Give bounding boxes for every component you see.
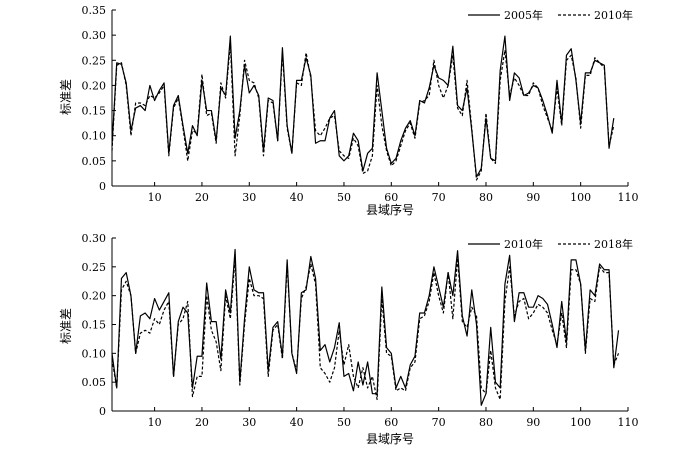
chart-1-x-tick-label: 90: [526, 191, 540, 204]
chart-2-x-tick-label: 50: [337, 416, 351, 429]
chart-2-x-tick-label: 60: [384, 416, 398, 429]
chart-2-xlabel: 县域序号: [366, 431, 414, 446]
chart-2-legend: 2010年 2018年: [468, 237, 633, 251]
chart-2-y-tick-label: 0.30: [82, 232, 107, 245]
chart-1-y-tick-label: 0.10: [82, 130, 107, 143]
chart-2-y-tick-label: 0.20: [82, 290, 107, 303]
chart-2-x-tick-label: 40: [290, 416, 304, 429]
chart-1-xlabel: 县域序号: [366, 202, 414, 217]
chart-1-legend: 2005年 2010年: [468, 8, 633, 22]
chart-2-y-tick-label: 0.25: [82, 261, 107, 274]
chart-1-y-tick-label: 0.15: [82, 105, 107, 118]
chart-1-y-tick-label: 0.30: [82, 29, 107, 42]
chart-1-legend-label-2010: 2010年: [594, 8, 633, 22]
chart-2-x-tick-label: 90: [526, 416, 540, 429]
chart-1-x-tick-label: 70: [432, 191, 446, 204]
chart-1-y-tick-label: 0: [99, 180, 106, 193]
chart-1-x-tick-label: 30: [242, 191, 256, 204]
chart-1-y-tick-label: 0.35: [82, 4, 107, 17]
chart-2-y-tick-label: 0.15: [82, 319, 107, 332]
chart-2-x-tick-label: 20: [195, 416, 209, 429]
chart-1-y-tick-label: 0.20: [82, 79, 107, 92]
chart-2-x-tick-label: 100: [570, 416, 591, 429]
chart-2-series-line-1: [111, 248, 620, 406]
chart-1-x-tick-label: 60: [384, 191, 398, 204]
chart-2-y-tick-label: 0: [99, 405, 106, 418]
chart-1-y-tick-label: 0.25: [82, 54, 107, 67]
chart-1-x-tick-label: 100: [570, 191, 591, 204]
chart-1: 标准差 县域序号 2005年 2010年 0 0.05 0.10 0.15 0.20 0.…: [59, 4, 639, 217]
chart-2-x-tick-label: 80: [479, 416, 493, 429]
chart-2-series-line-2: [111, 257, 620, 401]
chart-1-x-tick-label: 40: [290, 191, 304, 204]
chart-2-x-tick-label: 10: [148, 416, 162, 429]
chart-1-legend-label-2005: 2005年: [504, 8, 543, 22]
chart-1-x-tick-label: 50: [337, 191, 351, 204]
chart-2-x-tick-label: 30: [242, 416, 256, 429]
chart-2-y-tick-label: 0.05: [82, 376, 107, 389]
chart-1-x-tick-label: 80: [479, 191, 493, 204]
chart-1-x-tick-label: 20: [195, 191, 209, 204]
chart-1-x-tick-label: 10: [148, 191, 162, 204]
chart-1-ylabel: 标准差: [59, 79, 73, 115]
chart-2-x-tick-label: 70: [432, 416, 446, 429]
chart-1-series-line-2: [111, 42, 615, 181]
chart-1-y-tick-label: 0.05: [82, 155, 107, 168]
chart-2: 标准差 县域序号 2010年 2018年 0 0.05 0.10 0.15 0.20 0.…: [59, 232, 639, 446]
chart-2-legend-label-2018: 2018年: [594, 237, 633, 251]
chart-1-series-line-1: [111, 35, 615, 178]
chart-2-x-tick-label: 110: [618, 416, 639, 429]
chart-2-y-tick-label: 0.10: [82, 347, 107, 360]
chart-2-legend-label-2010: 2010年: [504, 237, 543, 251]
chart-2-ylabel: 标准差: [59, 308, 73, 344]
chart-1-x-tick-label: 110: [618, 191, 639, 204]
